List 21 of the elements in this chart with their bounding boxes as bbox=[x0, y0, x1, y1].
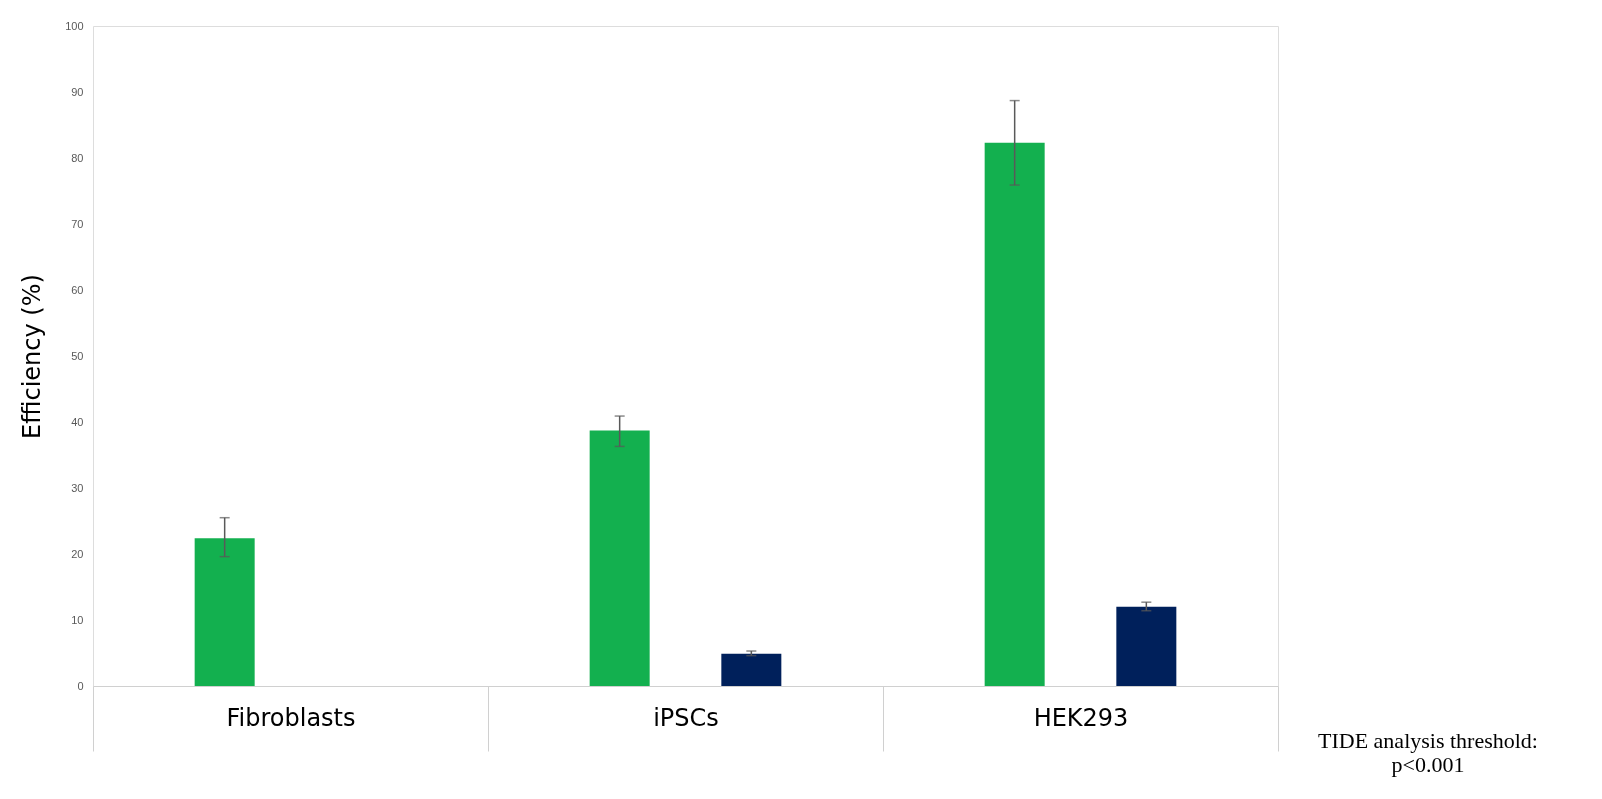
x-tick-label: HEK293 bbox=[1033, 703, 1129, 732]
bar bbox=[984, 142, 1045, 686]
y-tick-label: 70 bbox=[71, 217, 84, 230]
y-tick-label: 90 bbox=[71, 85, 84, 98]
y-tick-label: 100 bbox=[65, 19, 84, 32]
y-tick-label: 80 bbox=[71, 151, 84, 164]
y-tick-label: 30 bbox=[71, 481, 84, 494]
bar bbox=[194, 538, 255, 686]
x-tick-label: Fibroblasts bbox=[226, 703, 356, 732]
y-tick-label: 40 bbox=[71, 415, 84, 428]
text: TIDE analysis threshold: p<0.001 bbox=[1318, 728, 1538, 777]
bar bbox=[721, 653, 782, 686]
x-tick-label: iPSCs bbox=[653, 703, 719, 732]
bar bbox=[589, 430, 650, 686]
bar bbox=[1116, 606, 1177, 686]
y-axis-title: Efficiency (%) bbox=[18, 274, 47, 439]
y-tick-label: 60 bbox=[71, 283, 84, 296]
y-tick-label: 50 bbox=[71, 349, 84, 362]
y-tick-label: 0 bbox=[77, 679, 84, 692]
y-tick-label: 20 bbox=[71, 547, 84, 560]
y-tick-label: 10 bbox=[71, 613, 84, 626]
